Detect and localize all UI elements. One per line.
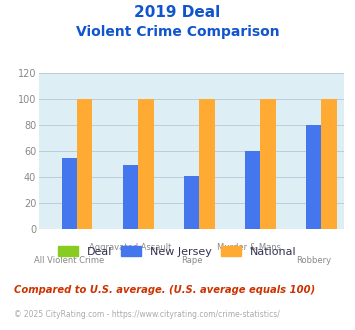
Text: All Violent Crime: All Violent Crime (34, 256, 105, 265)
Bar (261, 99, 275, 229)
Bar (138, 99, 153, 229)
Text: Violent Crime Comparison: Violent Crime Comparison (76, 25, 279, 39)
Text: 2019 Deal: 2019 Deal (135, 5, 220, 20)
Bar (184, 176, 200, 229)
Bar (306, 125, 322, 229)
Text: © 2025 CityRating.com - https://www.cityrating.com/crime-statistics/: © 2025 CityRating.com - https://www.city… (14, 310, 280, 319)
Bar (123, 165, 138, 229)
Bar (77, 99, 92, 229)
Bar (245, 151, 261, 229)
Bar (62, 157, 77, 229)
Text: Murder & Mans...: Murder & Mans... (217, 243, 289, 252)
Text: Compared to U.S. average. (U.S. average equals 100): Compared to U.S. average. (U.S. average … (14, 285, 316, 295)
Text: Aggravated Assault: Aggravated Assault (89, 243, 172, 252)
Bar (200, 99, 214, 229)
Text: Robbery: Robbery (296, 256, 331, 265)
Legend: Deal, New Jersey, National: Deal, New Jersey, National (55, 243, 300, 260)
Text: Rape: Rape (181, 256, 202, 265)
Bar (322, 99, 337, 229)
